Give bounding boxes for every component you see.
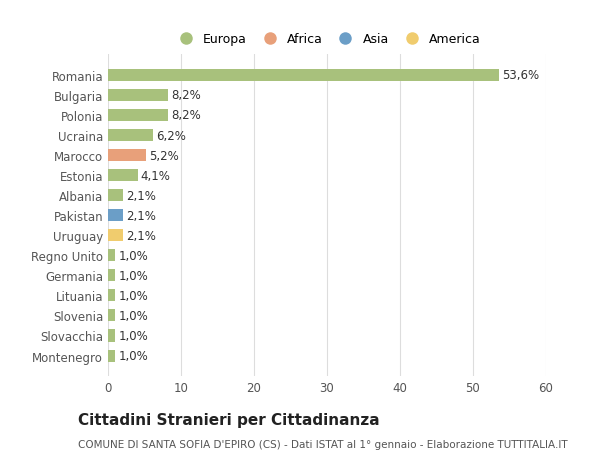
Text: 53,6%: 53,6%: [502, 69, 539, 82]
Text: 1,0%: 1,0%: [118, 329, 148, 342]
Text: 5,2%: 5,2%: [149, 149, 179, 162]
Text: Cittadini Stranieri per Cittadinanza: Cittadini Stranieri per Cittadinanza: [78, 413, 380, 428]
Bar: [108, 210, 124, 222]
Bar: [108, 290, 115, 302]
Text: 1,0%: 1,0%: [118, 349, 148, 362]
Bar: [108, 150, 146, 162]
Bar: [108, 250, 115, 262]
Legend: Europa, Africa, Asia, America: Europa, Africa, Asia, America: [169, 29, 485, 50]
Text: 2,1%: 2,1%: [126, 189, 156, 202]
Text: 8,2%: 8,2%: [171, 89, 200, 102]
Text: 1,0%: 1,0%: [118, 309, 148, 322]
Bar: [108, 90, 168, 102]
Bar: [108, 190, 124, 202]
Bar: [108, 350, 115, 362]
Text: 1,0%: 1,0%: [118, 289, 148, 302]
Text: 8,2%: 8,2%: [171, 109, 200, 122]
Text: 2,1%: 2,1%: [126, 229, 156, 242]
Text: 1,0%: 1,0%: [118, 249, 148, 262]
Bar: [108, 70, 499, 82]
Text: 4,1%: 4,1%: [141, 169, 171, 182]
Bar: [108, 130, 153, 142]
Bar: [108, 230, 124, 242]
Bar: [108, 310, 115, 322]
Text: 6,2%: 6,2%: [156, 129, 186, 142]
Bar: [108, 330, 115, 342]
Text: 2,1%: 2,1%: [126, 209, 156, 222]
Text: COMUNE DI SANTA SOFIA D'EPIRO (CS) - Dati ISTAT al 1° gennaio - Elaborazione TUT: COMUNE DI SANTA SOFIA D'EPIRO (CS) - Dat…: [78, 440, 568, 449]
Bar: [108, 270, 115, 282]
Bar: [108, 170, 138, 182]
Bar: [108, 110, 168, 122]
Text: 1,0%: 1,0%: [118, 269, 148, 282]
